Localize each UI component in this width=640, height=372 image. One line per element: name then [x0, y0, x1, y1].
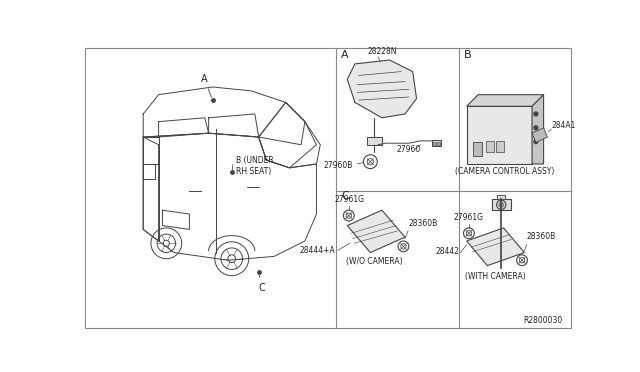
Text: A: A: [201, 74, 211, 97]
Text: A: A: [341, 51, 349, 61]
Bar: [367, 137, 382, 145]
Bar: [437, 142, 440, 145]
Polygon shape: [348, 60, 417, 118]
Text: R2800030: R2800030: [524, 316, 563, 326]
Text: (WITH CAMERA): (WITH CAMERA): [465, 272, 526, 282]
Text: C: C: [341, 190, 349, 201]
Circle shape: [534, 112, 538, 116]
Polygon shape: [467, 95, 543, 106]
Bar: [496, 141, 504, 153]
Circle shape: [534, 126, 538, 130]
Bar: [473, 142, 482, 156]
Bar: [467, 106, 532, 164]
Bar: [486, 141, 493, 153]
Text: 284A1: 284A1: [551, 121, 575, 130]
Text: 28360B: 28360B: [527, 232, 556, 241]
Text: (W/O CAMERA): (W/O CAMERA): [346, 257, 403, 266]
Circle shape: [534, 140, 538, 144]
Text: C: C: [259, 275, 266, 293]
Polygon shape: [532, 95, 543, 164]
Polygon shape: [348, 210, 405, 253]
Text: 28442: 28442: [436, 247, 460, 256]
Text: 27961G: 27961G: [335, 196, 365, 205]
Bar: [497, 195, 505, 199]
Text: 27961G: 27961G: [454, 213, 484, 222]
Polygon shape: [467, 228, 524, 266]
Bar: [492, 199, 511, 210]
Text: 27960B: 27960B: [323, 161, 353, 170]
Text: 28360B: 28360B: [409, 219, 438, 228]
Text: (CAMERA CONTROL ASSY): (CAMERA CONTROL ASSY): [456, 167, 555, 176]
Polygon shape: [532, 128, 547, 142]
Text: B: B: [464, 51, 472, 61]
Text: 27960: 27960: [397, 145, 421, 154]
Bar: [432, 140, 441, 146]
Bar: [433, 142, 436, 145]
Text: 28228N: 28228N: [367, 47, 397, 56]
Text: B (UNDER
RH SEAT): B (UNDER RH SEAT): [236, 156, 273, 176]
Text: 28444+A: 28444+A: [300, 246, 336, 254]
Circle shape: [499, 202, 504, 207]
